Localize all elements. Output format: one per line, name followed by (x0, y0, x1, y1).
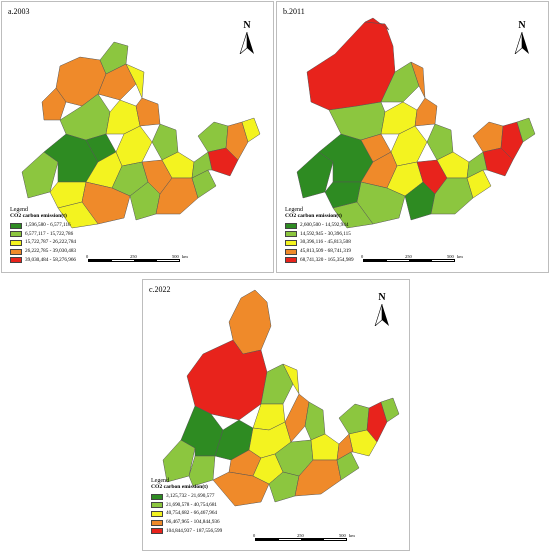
region-e1 (338, 403, 370, 435)
legend-swatch (151, 511, 163, 518)
legend-swatch (10, 240, 22, 247)
region-w5 (188, 455, 216, 487)
legend-item: 2,600,500 - 14,592,944 (285, 222, 354, 231)
region-e5 (466, 151, 488, 179)
map-panel-2022: c.2022 N Legend CO2 carbon emission(t) 3… (142, 279, 410, 551)
north-arrow-icon: N (509, 20, 535, 54)
legend: Legend CO2 carbon emission(t) 2,600,500 … (285, 207, 354, 265)
legend-item: 68,741,320 - 165,354,989 (285, 256, 354, 265)
region-e1 (472, 121, 504, 153)
legend-swatch (285, 248, 297, 255)
legend-swatch (10, 231, 22, 238)
region-n2 (364, 17, 390, 31)
legend-swatch (10, 257, 22, 264)
legend-swatch (151, 502, 163, 509)
legend: Legend CO2 carbon emission(t) 3,125,732 … (151, 478, 223, 536)
region-map-2003 (21, 41, 261, 229)
region-n5 (41, 87, 67, 121)
region-c3 (414, 97, 438, 127)
legend-swatch (151, 493, 163, 500)
region-w1 (162, 439, 196, 483)
panel-label: a.2003 (8, 7, 30, 16)
north-arrow-icon: N (234, 20, 260, 54)
legend-item: 30,396,116 - 45,813,508 (285, 239, 354, 248)
legend-swatch (285, 257, 297, 264)
legend-swatch (285, 222, 297, 229)
legend-item: 45,813,509 - 68,741,319 (285, 247, 354, 256)
region-n2 (99, 41, 129, 75)
legend-item: 40,754,682 - 66,467,964 (151, 510, 222, 519)
region-c4 (304, 401, 326, 441)
region-w1 (296, 151, 334, 199)
map-panel-2003: a.2003 N Legend CO2 carbon emission(t) 1… (1, 1, 274, 273)
region-w1 (21, 151, 59, 199)
north-arrow-icon: N (369, 292, 395, 326)
scale-bar: 0 250 500 km (86, 254, 188, 268)
legend-swatch (285, 240, 297, 247)
scale-bar: 0 250 500 km (253, 533, 355, 547)
region-e1 (197, 121, 229, 153)
region-map-2011 (296, 17, 536, 229)
region-n3 (260, 363, 294, 405)
legend-item: 26,222,785 - 39,030,483 (10, 247, 76, 256)
legend-item: 39,030,484 - 58,276,966 (10, 256, 76, 265)
region-e5 (191, 151, 213, 179)
region-e4 (241, 117, 261, 143)
region-s5 (57, 201, 99, 229)
legend-item: 14,592,945 - 30,396,115 (285, 230, 354, 239)
map-panel-2011: b.2011 N Legend CO2 carbon emission(t) 2… (276, 1, 549, 273)
legend-item: 6,577,117 - 15,722,786 (10, 230, 76, 239)
region-n3 (380, 61, 420, 103)
legend-swatch (151, 528, 163, 535)
legend-item: 21,690,578 - 40,754,681 (151, 501, 222, 510)
region-e5 (336, 433, 354, 461)
legend: Legend CO2 carbon emission(t) 1,596,580 … (10, 207, 77, 265)
legend-swatch (151, 519, 163, 526)
region-e4 (516, 117, 536, 143)
legend-swatch (285, 231, 297, 238)
legend-item: 15,722,787 - 26,222,784 (10, 239, 76, 248)
panel-label: c.2022 (149, 285, 171, 294)
panel-label: b.2011 (283, 7, 305, 16)
region-c3 (284, 393, 310, 443)
region-n3 (97, 63, 137, 101)
legend-item: 3,125,732 - 21,690,577 (151, 493, 222, 502)
region-s5 (332, 201, 374, 229)
region-c4 (151, 123, 179, 161)
legend-swatch (10, 248, 22, 255)
region-c4 (426, 123, 454, 161)
region-c3 (135, 97, 161, 127)
legend-item: 104,844,937 - 187,556,599 (151, 527, 222, 536)
legend-item: 1,596,580 - 6,577,116 (10, 222, 76, 231)
region-e4 (380, 397, 400, 423)
region-n1 (306, 21, 396, 111)
legend-swatch (10, 222, 22, 229)
legend-item: 66,467,965 - 104,844,936 (151, 518, 222, 527)
region-map-2022 (162, 289, 400, 507)
scale-bar: 0 250 500 km (361, 254, 463, 268)
